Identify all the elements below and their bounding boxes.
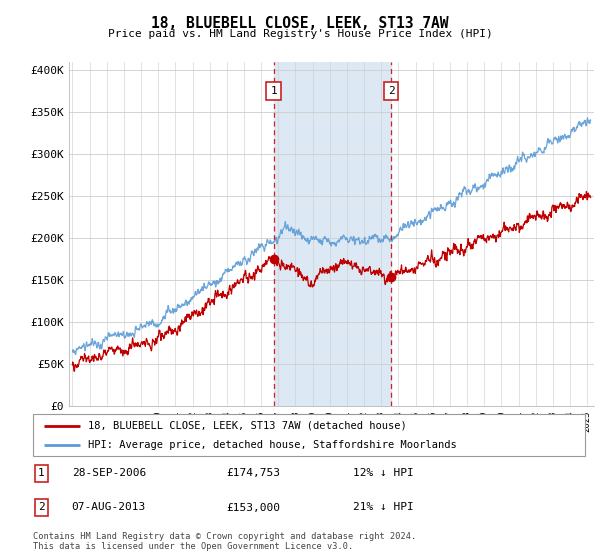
Text: 1: 1: [271, 86, 277, 96]
Text: £174,753: £174,753: [226, 468, 280, 478]
Text: 12% ↓ HPI: 12% ↓ HPI: [353, 468, 414, 478]
Text: 18, BLUEBELL CLOSE, LEEK, ST13 7AW: 18, BLUEBELL CLOSE, LEEK, ST13 7AW: [151, 16, 449, 31]
Text: 28-SEP-2006: 28-SEP-2006: [71, 468, 146, 478]
Text: 18, BLUEBELL CLOSE, LEEK, ST13 7AW (detached house): 18, BLUEBELL CLOSE, LEEK, ST13 7AW (deta…: [88, 421, 407, 431]
Text: 2: 2: [388, 86, 395, 96]
Text: 2: 2: [38, 502, 44, 512]
Text: HPI: Average price, detached house, Staffordshire Moorlands: HPI: Average price, detached house, Staf…: [88, 440, 457, 450]
Bar: [274, 62, 391, 406]
Text: Price paid vs. HM Land Registry's House Price Index (HPI): Price paid vs. HM Land Registry's House …: [107, 29, 493, 39]
Text: 1: 1: [38, 468, 44, 478]
Text: This data is licensed under the Open Government Licence v3.0.: This data is licensed under the Open Gov…: [33, 542, 353, 551]
Text: 07-AUG-2013: 07-AUG-2013: [71, 502, 146, 512]
FancyBboxPatch shape: [33, 414, 585, 456]
Text: £153,000: £153,000: [226, 502, 280, 512]
Text: 21% ↓ HPI: 21% ↓ HPI: [353, 502, 414, 512]
Text: Contains HM Land Registry data © Crown copyright and database right 2024.: Contains HM Land Registry data © Crown c…: [33, 532, 416, 541]
